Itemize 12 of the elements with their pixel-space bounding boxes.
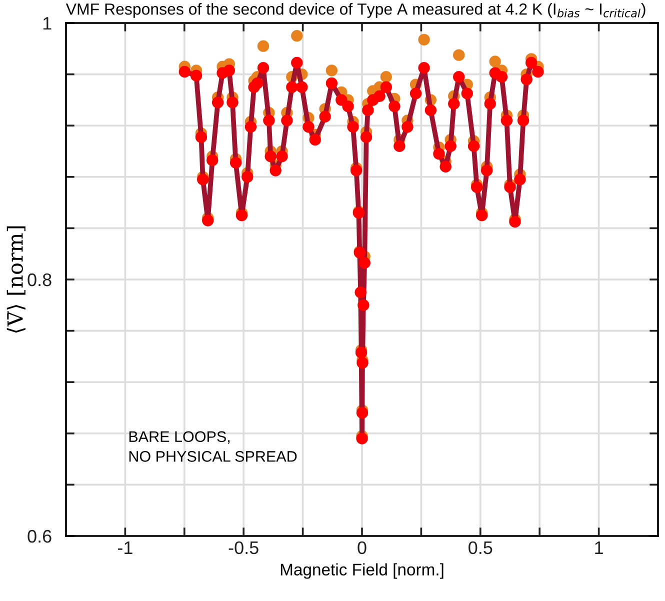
- x-tick-label: 0: [358, 541, 366, 554]
- x-tick-label: 0.5: [468, 541, 492, 554]
- y-tick-label: 0.8: [28, 273, 52, 286]
- y-tick-label: 0.6: [28, 530, 52, 543]
- x-axis-title: Magnetic Field [norm.]: [280, 563, 444, 579]
- y-tick-label: 1: [43, 17, 52, 30]
- x-tick-label: -1: [118, 542, 132, 554]
- chart-title: VMF Responses of the second device of Type A measured at 4.2 K (I$_{bias}$ ~ I$_{critical}$): [66, 3, 646, 18]
- y-axis-title: ⟨V̄⟩ [norm]: [6, 226, 26, 333]
- x-tick-label: -0.5: [228, 541, 258, 554]
- annotation: BARE LOOPS, NO PHYSICAL SPREAD: [129, 431, 297, 462]
- x-tick-label: 1: [595, 542, 603, 554]
